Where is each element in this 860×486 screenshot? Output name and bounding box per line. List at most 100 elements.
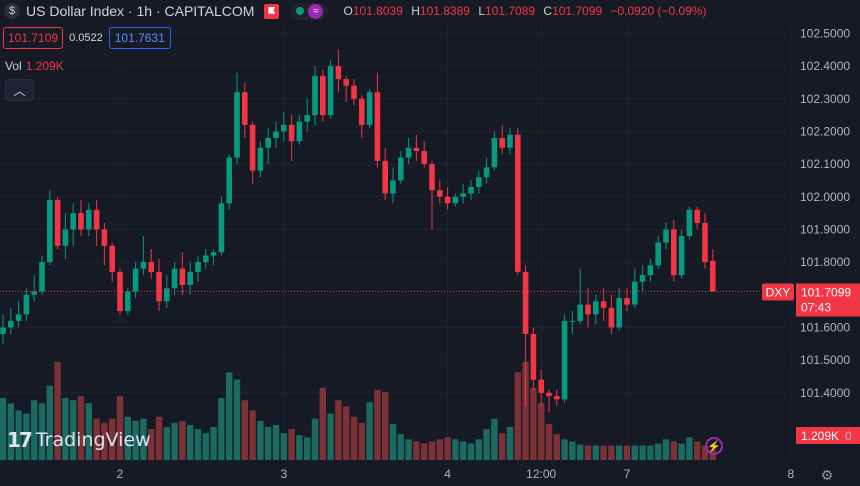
candle-body <box>304 115 310 122</box>
volume-bar <box>93 418 100 460</box>
candle-body <box>608 307 615 328</box>
volume-bar <box>701 445 709 460</box>
volume-bar <box>319 387 326 460</box>
volume-bar <box>31 400 38 460</box>
candle-body <box>710 260 716 292</box>
price-axis-label: 101.9000 <box>800 222 850 236</box>
candle-body <box>546 392 552 397</box>
volume-bar <box>311 418 319 460</box>
candle-body <box>312 75 318 116</box>
volume-bar <box>218 398 225 460</box>
candle-body <box>343 79 349 86</box>
market-open-icon <box>296 7 305 15</box>
volume-bar <box>85 403 92 460</box>
candle-body <box>171 268 178 289</box>
volume-bar <box>584 445 592 460</box>
price-axis-label: 101.5000 <box>800 353 850 367</box>
volume-bar <box>623 445 631 460</box>
candle-body <box>359 98 365 125</box>
price-axis-label: 101.4000 <box>800 386 850 400</box>
price-axis-label: 102.4000 <box>800 59 850 73</box>
volume-bar <box>101 422 108 460</box>
volume-bar <box>194 429 202 460</box>
volume-bar <box>335 400 342 460</box>
lightning-icon[interactable]: ⚡ <box>705 437 723 455</box>
volume-bar <box>483 429 490 460</box>
candle-body <box>639 275 646 282</box>
market-status[interactable]: ≈ <box>291 2 329 20</box>
candle-body <box>476 177 482 187</box>
volume-bar <box>506 426 514 460</box>
candle-body <box>257 147 264 171</box>
volume-bar <box>499 433 506 460</box>
candle-body <box>249 124 256 171</box>
volume-bar <box>491 418 498 460</box>
open-value: 101.8039 <box>352 4 403 18</box>
candle-body <box>593 301 599 315</box>
candle-body <box>554 396 560 400</box>
candle-body <box>288 124 295 142</box>
gear-icon[interactable]: ⚙ <box>820 466 834 483</box>
volume-bar <box>187 424 194 460</box>
volume-bar <box>38 403 46 460</box>
volume-bar <box>374 389 381 460</box>
volume-bar <box>140 418 147 460</box>
flag-icon[interactable] <box>264 3 280 19</box>
volume-bar <box>670 441 677 460</box>
candle-body <box>405 147 412 158</box>
candle-body <box>54 200 61 246</box>
candle-body <box>164 288 170 302</box>
volume-bar <box>514 372 521 460</box>
volume-bar <box>358 422 365 460</box>
volume-bar <box>15 410 22 460</box>
candle-body <box>93 209 100 230</box>
volume-bar <box>23 413 30 460</box>
volume-bar <box>366 402 373 460</box>
volume-bar <box>647 445 654 460</box>
volume-bar <box>467 443 475 460</box>
sell-button[interactable]: 101.7109 <box>3 27 64 49</box>
trade-buttons: 101.7109 0.0522 101.7631 <box>3 27 171 49</box>
tradingview-logo[interactable]: 17 TradingView <box>7 428 151 452</box>
volume-bar <box>280 433 287 460</box>
candle-body <box>39 262 45 292</box>
volume-axis-tick: 0 <box>845 429 852 443</box>
candle-body <box>671 229 677 276</box>
collapse-legend-button[interactable]: ︿ <box>5 79 34 101</box>
buy-button[interactable]: 101.7631 <box>108 27 171 49</box>
candle-body <box>522 271 529 334</box>
candle-body <box>600 301 607 308</box>
candle-body <box>203 255 209 263</box>
volume-bar <box>54 362 61 460</box>
volume-bar <box>538 403 545 460</box>
candle-body <box>468 186 474 194</box>
volume-bar <box>327 413 334 460</box>
volume-bar <box>241 400 248 460</box>
candle-body <box>281 124 287 132</box>
volume-bar <box>148 429 155 460</box>
candle-body <box>413 147 420 152</box>
volume-bar <box>257 420 264 460</box>
candle-body <box>125 291 131 312</box>
volume-bar <box>0 398 7 460</box>
data-status-icon: ≈ <box>308 3 324 19</box>
volume-bar <box>631 445 638 460</box>
candle-body <box>62 229 69 246</box>
candle-body <box>507 134 513 148</box>
volume-bar <box>226 372 233 460</box>
volume-bar <box>530 387 537 460</box>
volume-bar <box>77 396 85 460</box>
volume-bar <box>155 416 163 460</box>
volume-bar <box>639 445 646 460</box>
candle-body <box>577 304 583 321</box>
symbol-title[interactable]: US Dollar Index · 1h · CAPITALCOM <box>26 3 255 19</box>
price-axis-label: 101.8000 <box>800 255 850 269</box>
candle-body <box>499 137 505 148</box>
volume-bar <box>202 433 209 460</box>
candle-body <box>273 131 279 138</box>
tv-logo-icon: 17 <box>7 428 33 452</box>
candle-body <box>23 294 30 315</box>
candle-body <box>15 314 22 321</box>
candle-body <box>210 252 217 256</box>
